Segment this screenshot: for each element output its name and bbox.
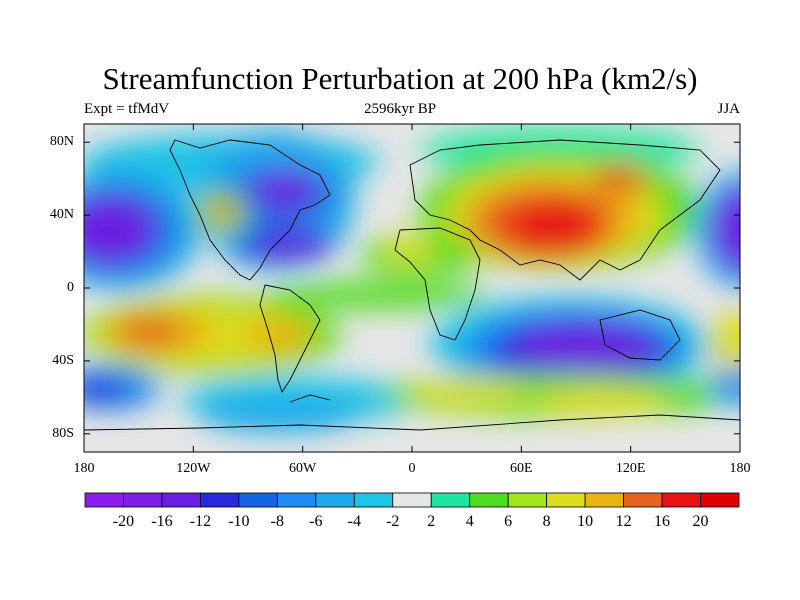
lat-tick-label: 0	[67, 280, 74, 295]
lon-tick-label: 0	[408, 461, 416, 476]
colorbar-swatch	[661, 492, 701, 508]
colorbar-label: -6	[309, 513, 323, 530]
colorbar-label: -2	[386, 513, 400, 530]
lon-tick-label: 180	[73, 461, 95, 476]
colorbar-label: -10	[228, 513, 250, 530]
colorbar-swatch	[200, 492, 240, 508]
colorbar-swatch	[161, 492, 201, 508]
experiment-label: Expt = tfMdV	[84, 101, 170, 117]
colorbar-swatch	[84, 492, 124, 508]
colorbar-swatch	[584, 492, 624, 508]
colorbar-swatch	[546, 492, 586, 508]
colorbar-swatch	[430, 492, 471, 508]
colorbar-swatch	[123, 492, 163, 508]
colorbar-swatch	[469, 492, 509, 508]
axis-ticks	[83, 124, 741, 452]
lon-tick-label: 120W	[176, 461, 211, 476]
colorbar-swatch	[276, 492, 317, 508]
lon-tick-label: 60E	[510, 461, 533, 476]
colorbar-swatch	[315, 492, 355, 508]
lat-tick-label: 40N	[49, 207, 74, 223]
colorbar-label: -16	[151, 513, 173, 530]
colorbar-label: -20	[112, 513, 135, 530]
colorbar-label: 20	[692, 513, 709, 530]
colorbar-swatch	[507, 492, 548, 508]
lat-tick-label: 80S	[52, 425, 74, 441]
colorbar-label: 2	[427, 513, 436, 530]
colorbar-label: 16	[654, 513, 671, 530]
colorbar-swatch	[700, 492, 740, 508]
lat-tick-label: 80N	[49, 134, 74, 150]
colorbar-label: 4	[465, 513, 474, 530]
colorbar-swatch	[238, 492, 278, 508]
map-title: Streamfunction Perturbation at 200 hPa (…	[102, 61, 698, 96]
lon-tick-label: 60W	[289, 461, 317, 476]
lat-tick-label: 40S	[52, 352, 74, 368]
colorbar-label: 8	[542, 513, 551, 530]
time-label: 2596kyr BP	[363, 101, 437, 117]
colorbar	[84, 492, 740, 508]
colorbar-label: -4	[347, 513, 361, 530]
colorbar-label: 6	[504, 513, 513, 530]
lon-tick-label: 180	[729, 461, 751, 476]
season-label: JJA	[717, 101, 740, 117]
colorbar-swatch	[623, 492, 663, 508]
contour-field	[84, 124, 740, 452]
lon-tick-label: 120E	[615, 461, 646, 476]
colorbar-label: 12	[615, 513, 632, 530]
colorbar-swatch	[353, 492, 394, 508]
colorbar-label: -8	[270, 513, 284, 530]
colorbar-swatch	[392, 492, 432, 508]
coastlines	[84, 139, 740, 431]
colorbar-label: 10	[577, 513, 594, 530]
colorbar-label: -12	[189, 513, 212, 530]
